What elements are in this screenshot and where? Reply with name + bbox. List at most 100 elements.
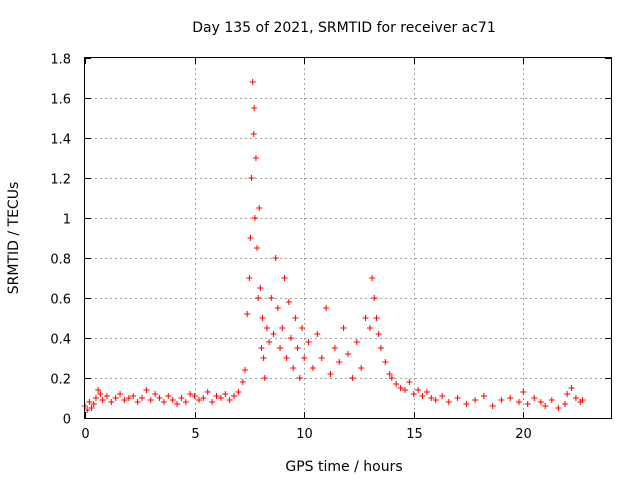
- data-point: [283, 355, 290, 361]
- data-point: [134, 399, 141, 405]
- y-tick-label: 0.8: [50, 253, 71, 268]
- data-point: [377, 345, 384, 351]
- data-point: [579, 397, 586, 403]
- data-point: [254, 245, 261, 251]
- data-point: [432, 397, 439, 403]
- data-point: [439, 393, 446, 399]
- data-point: [249, 79, 256, 85]
- chart-title: Day 135 of 2021, SRMTID for receiver ac7…: [192, 20, 496, 36]
- x-tick-label: 20: [515, 427, 532, 442]
- data-point: [340, 325, 347, 331]
- data-points: [82, 79, 586, 413]
- y-tick-label: 1.6: [50, 93, 71, 108]
- y-tick-label: 1.8: [50, 53, 71, 68]
- axis-ticks: [85, 58, 611, 419]
- data-point: [524, 401, 531, 407]
- data-point: [406, 379, 413, 385]
- data-point: [272, 255, 279, 261]
- y-tick-labels: 0 0.2 0.4 0.6 0.8 1 1.2 1.4 1.6 1.8: [50, 53, 71, 428]
- data-point: [279, 325, 286, 331]
- data-point: [507, 395, 514, 401]
- data-point: [165, 393, 172, 399]
- data-point: [489, 403, 496, 409]
- data-point: [255, 295, 262, 301]
- data-point: [97, 391, 104, 397]
- x-tick-label: 15: [406, 427, 423, 442]
- data-point: [130, 393, 137, 399]
- data-point: [103, 393, 110, 399]
- data-point: [296, 375, 303, 381]
- data-point: [182, 399, 189, 405]
- data-point: [226, 397, 233, 403]
- y-tick-label: 0.2: [50, 373, 71, 388]
- data-point: [572, 395, 579, 401]
- data-point: [472, 397, 479, 403]
- data-point: [373, 315, 380, 321]
- data-point: [92, 395, 99, 401]
- data-point: [86, 399, 93, 405]
- data-point: [568, 385, 575, 391]
- data-point: [542, 403, 549, 409]
- data-point: [548, 397, 555, 403]
- data-point: [217, 395, 224, 401]
- data-point: [258, 345, 265, 351]
- data-point: [244, 311, 251, 317]
- data-point: [204, 389, 211, 395]
- data-point: [274, 305, 281, 311]
- data-point: [281, 275, 288, 281]
- data-point: [241, 367, 248, 373]
- data-point: [160, 399, 167, 405]
- data-point: [138, 395, 145, 401]
- data-point: [401, 387, 408, 393]
- data-point: [270, 331, 277, 337]
- data-point: [90, 401, 97, 407]
- x-tick-label: 5: [191, 427, 199, 442]
- data-point: [454, 395, 461, 401]
- data-point: [564, 391, 571, 397]
- data-point: [99, 397, 106, 403]
- data-point: [410, 391, 417, 397]
- data-point: [305, 339, 312, 345]
- data-point: [520, 389, 527, 395]
- data-point: [382, 359, 389, 365]
- data-point: [375, 331, 382, 337]
- data-point: [252, 155, 259, 161]
- y-tick-label: 0.6: [50, 293, 71, 308]
- grid: [85, 58, 611, 418]
- data-point: [336, 359, 343, 365]
- data-point: [156, 395, 163, 401]
- data-point: [331, 345, 338, 351]
- data-point: [268, 295, 275, 301]
- data-point: [362, 315, 369, 321]
- data-point: [277, 345, 284, 351]
- data-point: [187, 391, 194, 397]
- x-tick-label: 0: [81, 427, 89, 442]
- x-tick-labels: 0 5 10 15 20: [81, 427, 531, 442]
- data-point: [84, 407, 91, 413]
- data-point: [445, 399, 452, 405]
- data-point: [561, 401, 568, 407]
- data-point: [498, 397, 505, 403]
- data-point: [260, 355, 267, 361]
- data-point: [251, 215, 258, 221]
- data-point: [555, 405, 562, 411]
- data-point: [95, 387, 102, 393]
- data-point: [117, 391, 124, 397]
- plot-frame: [84, 57, 612, 419]
- data-point: [152, 391, 159, 397]
- data-point: [209, 399, 216, 405]
- data-point: [266, 339, 273, 345]
- y-tick-label: 1.4: [50, 133, 71, 148]
- data-point: [261, 375, 268, 381]
- data-point: [290, 365, 297, 371]
- data-point: [174, 401, 181, 407]
- data-point: [423, 389, 430, 395]
- data-point: [191, 393, 198, 399]
- data-point: [327, 371, 334, 377]
- data-point: [195, 397, 202, 403]
- data-point: [257, 285, 264, 291]
- y-tick-label: 1.2: [50, 173, 71, 188]
- data-point: [222, 391, 229, 397]
- data-point: [247, 235, 254, 241]
- data-point: [515, 399, 522, 405]
